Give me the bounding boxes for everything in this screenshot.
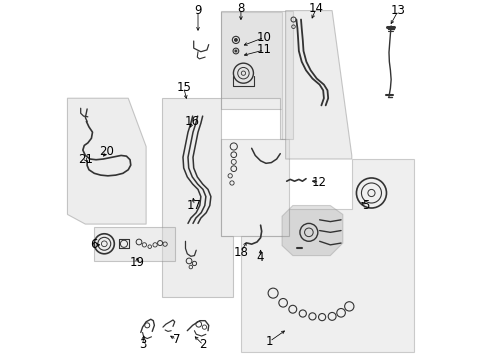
Circle shape [234, 39, 237, 41]
Polygon shape [241, 159, 413, 352]
Text: 10: 10 [256, 31, 271, 44]
Text: 7: 7 [172, 333, 180, 346]
Text: 4: 4 [256, 251, 264, 264]
Text: 11: 11 [256, 44, 271, 57]
Polygon shape [67, 98, 146, 224]
Text: 14: 14 [308, 2, 323, 15]
Text: 5: 5 [362, 199, 369, 212]
Polygon shape [94, 227, 174, 261]
Polygon shape [282, 206, 342, 256]
Polygon shape [161, 98, 233, 297]
Text: 8: 8 [237, 2, 244, 15]
Text: 20: 20 [99, 145, 114, 158]
Text: 17: 17 [186, 199, 202, 212]
Text: 1: 1 [265, 335, 273, 348]
Polygon shape [221, 10, 292, 139]
Polygon shape [285, 10, 351, 159]
Text: 6: 6 [90, 238, 98, 251]
Text: 12: 12 [311, 176, 326, 189]
Circle shape [234, 50, 237, 52]
Text: 16: 16 [185, 115, 200, 128]
Text: 13: 13 [390, 4, 405, 17]
Text: 2: 2 [199, 338, 207, 351]
Text: 19: 19 [129, 256, 144, 269]
Text: 9: 9 [194, 4, 202, 17]
Text: 15: 15 [176, 81, 191, 94]
Text: 18: 18 [233, 246, 248, 258]
Text: 3: 3 [139, 338, 146, 351]
Polygon shape [221, 139, 288, 236]
Polygon shape [221, 12, 282, 139]
Text: 21: 21 [78, 153, 93, 166]
